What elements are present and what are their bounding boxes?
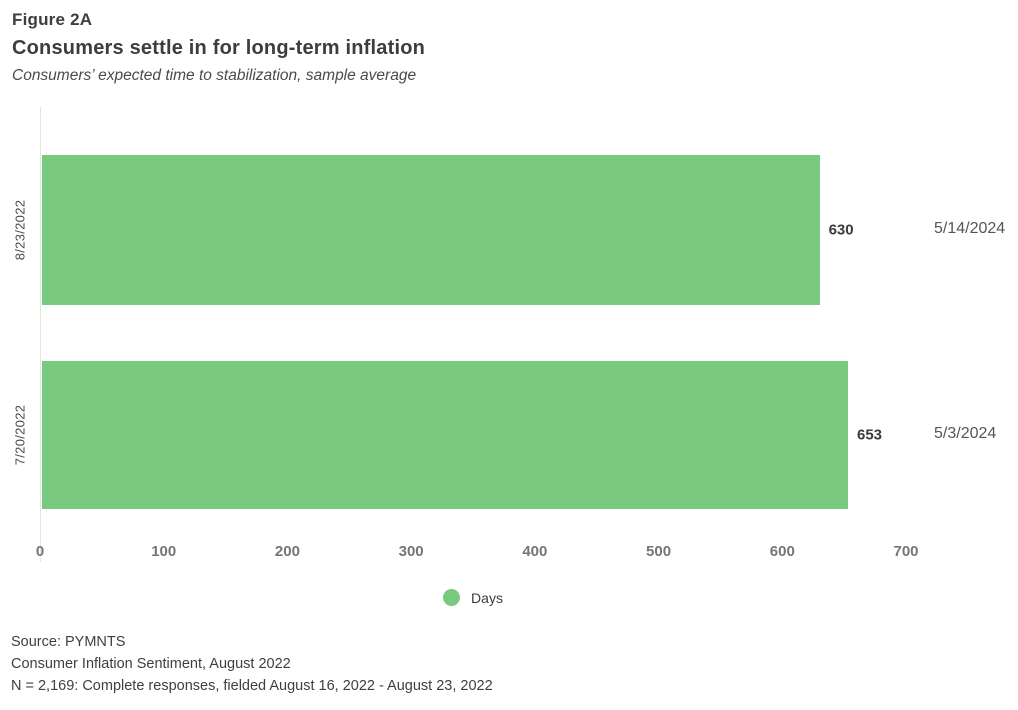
x-tick-label: 100 [151, 543, 177, 560]
category-label: 7/20/2022 [12, 404, 28, 466]
page-title: Consumers settle in for long-term inflat… [12, 37, 426, 59]
chart-subtitle: Consumers’ expected time to stabilizatio… [12, 67, 417, 84]
x-tick-label: 0 [35, 543, 45, 560]
x-tick-label: 300 [398, 543, 424, 560]
chart-header: Figure 2A Consumers settle in for long-t… [12, 10, 425, 85]
x-axis-ticks: 0 100 200 300 400 500 600 700 [36, 543, 919, 563]
source-line: Consumer Inflation Sentiment, August 202… [11, 656, 291, 672]
bar [42, 361, 848, 509]
bar-row: 7/20/2022 653 5/3/2024 [13, 361, 996, 509]
bar-value-label: 653 [856, 426, 883, 444]
legend: Days [40, 589, 906, 606]
bar [42, 155, 820, 305]
legend-marker-icon [443, 589, 461, 606]
x-tick-label: 400 [522, 543, 548, 560]
bar-value-label: 630 [828, 221, 854, 239]
plot-area: 8/23/2022 630 5/14/2024 7/20/2022 653 5/3/202… [13, 107, 1005, 562]
source-line: Source: PYMNTS [11, 634, 126, 650]
bar-annotation: 5/14/2024 [934, 219, 1006, 237]
x-tick-label: 600 [769, 543, 795, 560]
source-block: Source: PYMNTS Consumer Inflation Sentim… [11, 631, 493, 697]
x-tick-label: 700 [893, 543, 919, 560]
x-tick-label: 200 [274, 543, 300, 560]
x-tick-label: 500 [646, 543, 672, 560]
bar-annotation: 5/3/2024 [934, 424, 997, 442]
bar-row: 8/23/2022 630 5/14/2024 [13, 155, 1005, 305]
category-label: 8/23/2022 [12, 199, 28, 261]
source-line: N = 2,169: Complete responses, fielded A… [11, 678, 493, 694]
figure-label: Figure 2A [12, 10, 93, 29]
legend-label: Days [471, 589, 503, 606]
